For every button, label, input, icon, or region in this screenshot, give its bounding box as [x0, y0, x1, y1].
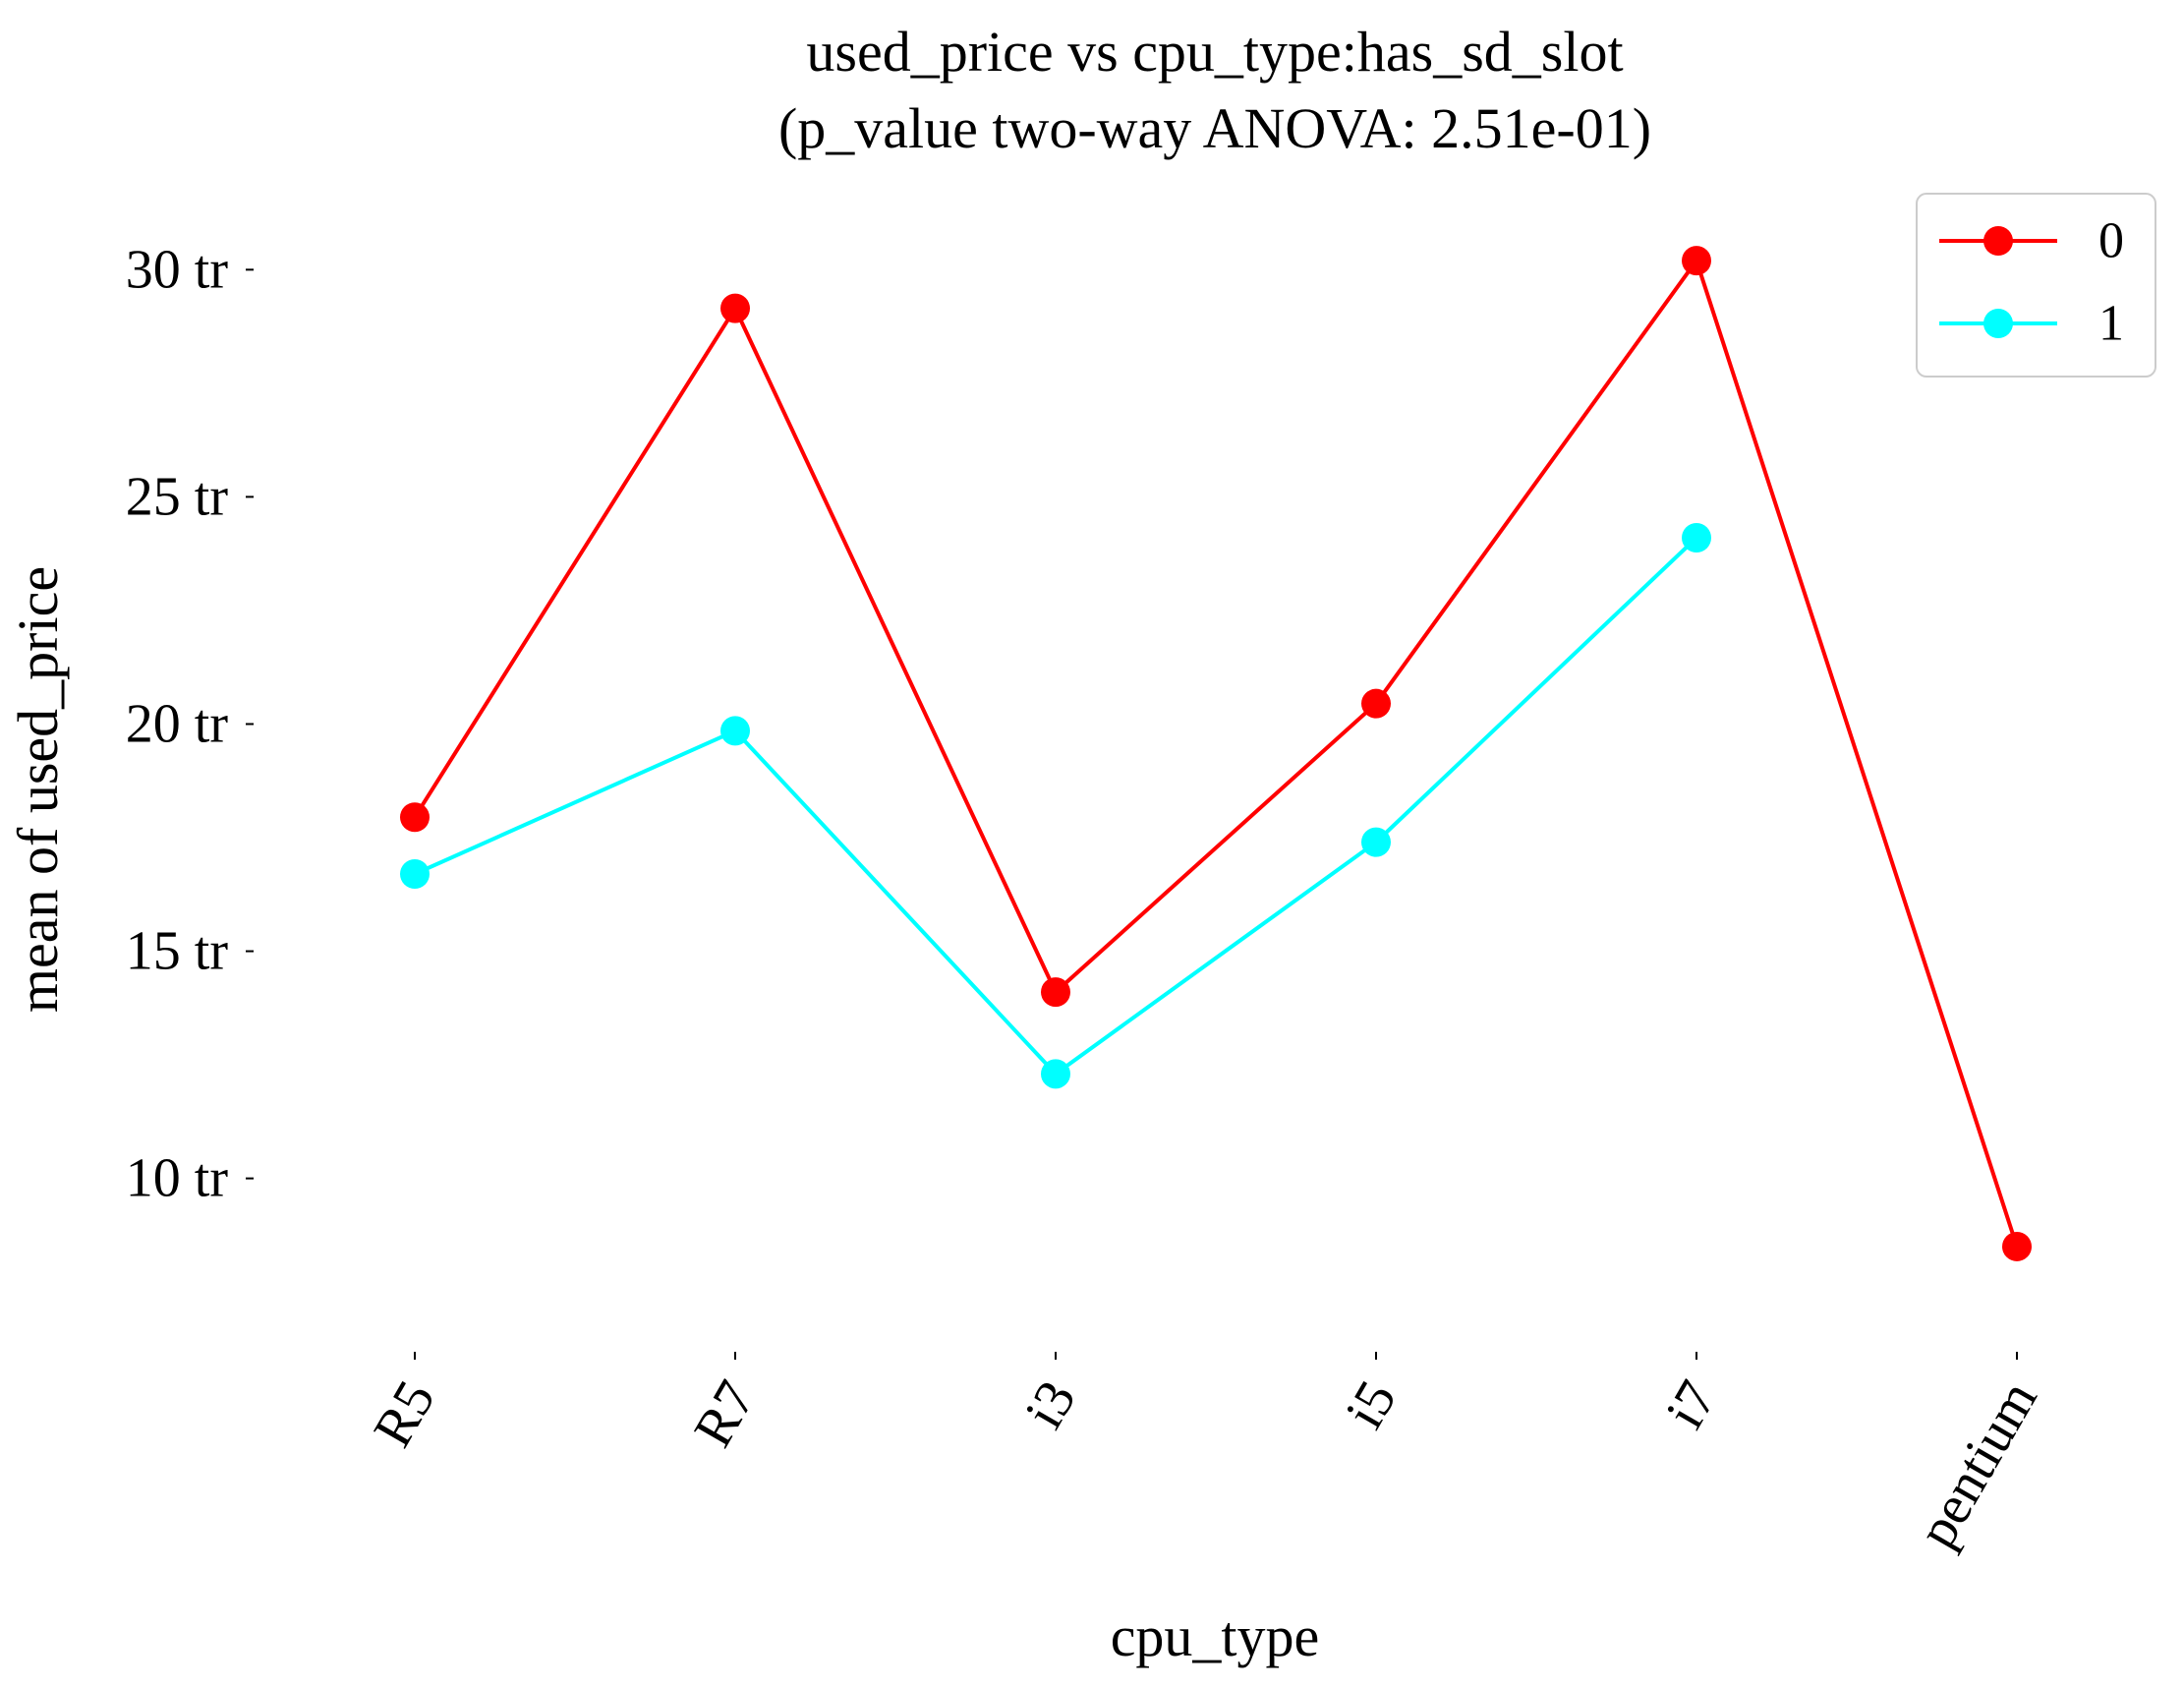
y-tick-label: 15 tr	[126, 921, 229, 982]
y-tick-label: 20 tr	[126, 693, 229, 754]
data-point	[1682, 246, 1711, 276]
data-point	[1361, 827, 1391, 857]
data-point	[2002, 1231, 2032, 1261]
data-point	[1041, 977, 1070, 1008]
data-point	[1361, 688, 1391, 719]
x-tick-label: i3	[1013, 1371, 1087, 1439]
legend-marker	[1983, 226, 2013, 256]
legend-item-1: 1	[1939, 296, 2124, 352]
x-tick-label: i5	[1334, 1371, 1408, 1439]
series-0	[400, 246, 2032, 1261]
legend-marker	[1983, 309, 2013, 338]
data-point	[1682, 522, 1711, 553]
x-axis: R5 R7 i3 i5 i7 pentium	[362, 1352, 2049, 1558]
y-axis-label: mean of used_price	[6, 566, 70, 1013]
series-1	[400, 522, 1711, 1089]
y-axis: 10 tr 15 tr 20 tr 25 tr 30 tr	[126, 239, 254, 1209]
y-tick-label: 25 tr	[126, 466, 229, 527]
data-point	[400, 858, 430, 889]
x-tick-label: pentium	[1906, 1371, 2048, 1558]
x-tick-label: R5	[362, 1371, 446, 1458]
legend: 01	[1916, 193, 2156, 378]
data-point	[720, 716, 750, 746]
y-tick-label: 30 tr	[126, 239, 229, 300]
legend-label: 1	[2098, 296, 2124, 352]
data-point	[1041, 1059, 1070, 1089]
x-tick-label: i7	[1654, 1371, 1728, 1439]
legend-item-0: 0	[1939, 213, 2124, 269]
series-line	[413, 259, 2019, 1248]
y-tick-label: 10 tr	[126, 1148, 229, 1209]
series-layer	[400, 246, 2032, 1261]
legend-label: 0	[2098, 213, 2124, 269]
data-point	[720, 293, 750, 323]
x-tick-label: R7	[682, 1371, 767, 1458]
chart-title-line-2: (p_value two-way ANOVA: 2.51e-01)	[778, 96, 1651, 160]
x-axis-label: cpu_type	[1111, 1604, 1320, 1668]
data-point	[400, 802, 430, 833]
chart-title: used_price vs cpu_type:has_sd_slot (p_va…	[778, 20, 1651, 160]
chart-title-line-1: used_price vs cpu_type:has_sd_slot	[806, 20, 1623, 84]
